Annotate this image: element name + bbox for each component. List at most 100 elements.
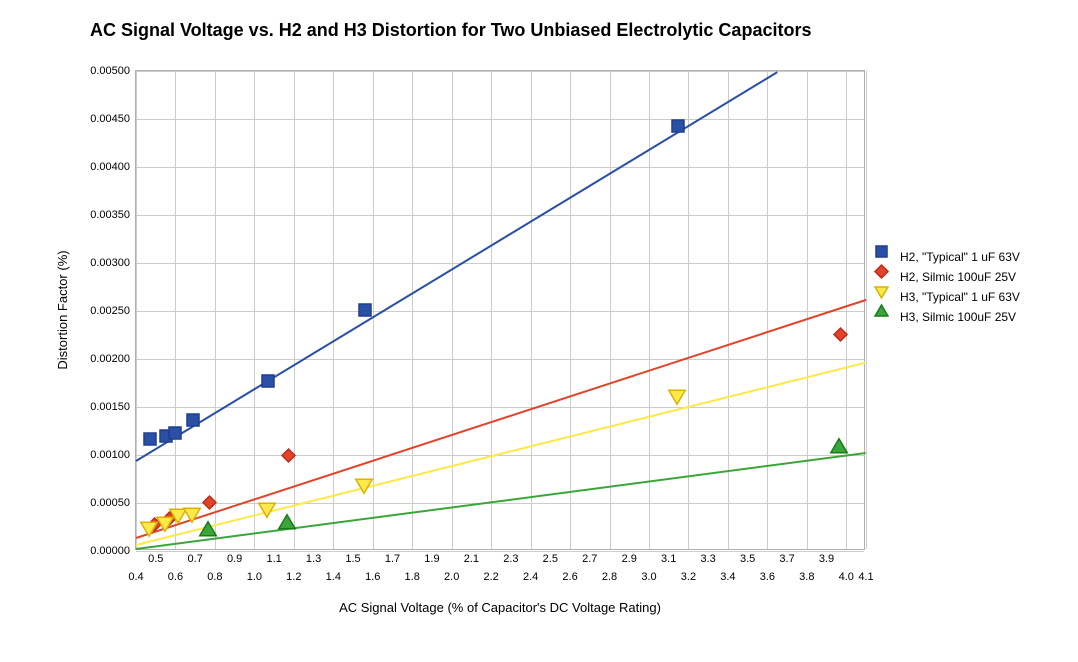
grid-line-vertical [570,71,571,549]
data-marker [839,447,853,461]
x-tick-label: 0.8 [207,567,222,583]
x-tick-label: 3.6 [760,567,775,583]
x-tick-label: 2.5 [543,549,558,565]
data-marker [267,509,281,523]
x-tick-label: 3.9 [819,549,834,565]
grid-line-horizontal [136,359,864,360]
y-tick-label: 0.00100 [90,449,136,461]
grid-line-horizontal [136,119,864,120]
legend-item: H3, "Typical" 1 uF 63V [880,290,1020,304]
y-tick-label: 0.00200 [90,353,136,365]
data-marker [165,523,179,537]
grid-line-vertical [136,71,137,549]
x-axis-label: AC Signal Voltage (% of Capacitor's DC V… [339,600,661,615]
data-marker [841,334,852,345]
data-marker [287,523,301,537]
chart-title: AC Signal Voltage vs. H2 and H3 Distorti… [90,20,1058,41]
x-tick-label: 0.9 [227,549,242,565]
x-tick-label: 0.5 [148,549,163,565]
y-tick-label: 0.00500 [90,65,136,77]
x-tick-label: 3.0 [641,567,656,583]
x-tick-label: 3.5 [740,549,755,565]
x-tick-label: 1.5 [345,549,360,565]
grid-line-horizontal [136,71,864,72]
legend-label: H3, Silmic 100uF 25V [900,310,1016,324]
grid-line-horizontal [136,311,864,312]
x-tick-label: 3.4 [720,567,735,583]
x-tick-label: 2.4 [523,567,538,583]
grid-line-vertical [412,71,413,549]
data-marker [193,420,205,432]
legend-label: H3, "Typical" 1 uF 63V [900,290,1020,304]
x-tick-label: 1.8 [405,567,420,583]
data-marker [192,514,206,528]
y-tick-label: 0.00450 [90,113,136,125]
x-tick-label: 2.6 [562,567,577,583]
grid-line-vertical [767,71,768,549]
x-tick-label: 2.3 [503,549,518,565]
y-tick-label: 0.00400 [90,161,136,173]
grid-line-horizontal [136,263,864,264]
legend-marker-icon [880,310,896,324]
x-tick-label: 1.7 [385,549,400,565]
x-tick-label: 2.7 [582,549,597,565]
data-marker [882,312,893,323]
data-marker [882,252,893,263]
data-marker [268,381,280,393]
legend: H2, "Typical" 1 uF 63V H2, Silmic 100uF 2… [880,250,1020,330]
y-tick-label: 0.00000 [90,545,136,557]
x-tick-label: 4.1 [858,567,873,583]
x-tick-label: 2.2 [483,567,498,583]
x-tick-label: 2.8 [602,567,617,583]
legend-item: H3, Silmic 100uF 25V [880,310,1020,324]
data-marker [288,455,299,466]
x-tick-label: 2.9 [622,549,637,565]
legend-item: H2, Silmic 100uF 25V [880,270,1020,284]
y-tick-label: 0.00300 [90,257,136,269]
grid-line-vertical [333,71,334,549]
x-tick-label: 2.1 [464,549,479,565]
grid-line-vertical [215,71,216,549]
grid-line-horizontal [136,167,864,168]
data-marker [208,530,222,544]
x-tick-label: 3.8 [799,567,814,583]
x-tick-label: 4.0 [839,567,854,583]
legend-label: H2, Silmic 100uF 25V [900,270,1016,284]
x-tick-label: 1.6 [365,567,380,583]
x-tick-label: 2.0 [444,567,459,583]
x-tick-label: 0.4 [128,567,143,583]
y-tick-label: 0.00050 [90,497,136,509]
data-marker [175,433,187,445]
grid-line-horizontal [136,407,864,408]
grid-line-vertical [175,71,176,549]
grid-line-vertical [294,71,295,549]
x-tick-label: 3.2 [681,567,696,583]
x-tick-label: 0.6 [168,567,183,583]
x-tick-label: 0.7 [188,549,203,565]
data-marker [209,502,220,513]
grid-line-vertical [254,71,255,549]
grid-line-vertical [491,71,492,549]
plot-area: 0.000000.000500.001000.001500.002000.002… [135,70,865,550]
legend-marker-icon [880,290,896,304]
grid-line-horizontal [136,215,864,216]
y-tick-label: 0.00150 [90,401,136,413]
y-tick-label: 0.00350 [90,209,136,221]
chart-container: AC Signal Voltage vs. H2 and H3 Distorti… [20,20,1058,642]
x-tick-label: 3.3 [701,549,716,565]
grid-line-vertical [531,71,532,549]
x-tick-label: 1.1 [266,549,281,565]
y-axis-label: Distortion Factor (%) [55,250,70,369]
grid-line-vertical [728,71,729,549]
x-tick-label: 1.3 [306,549,321,565]
x-tick-label: 1.4 [326,567,341,583]
grid-line-vertical [846,71,847,549]
data-marker [365,310,377,322]
legend-label: H2, "Typical" 1 uF 63V [900,250,1020,264]
data-marker [882,292,893,303]
x-tick-label: 1.0 [247,567,262,583]
grid-line-vertical [610,71,611,549]
grid-line-vertical [649,71,650,549]
data-marker [678,126,690,138]
legend-marker-icon [880,250,896,264]
